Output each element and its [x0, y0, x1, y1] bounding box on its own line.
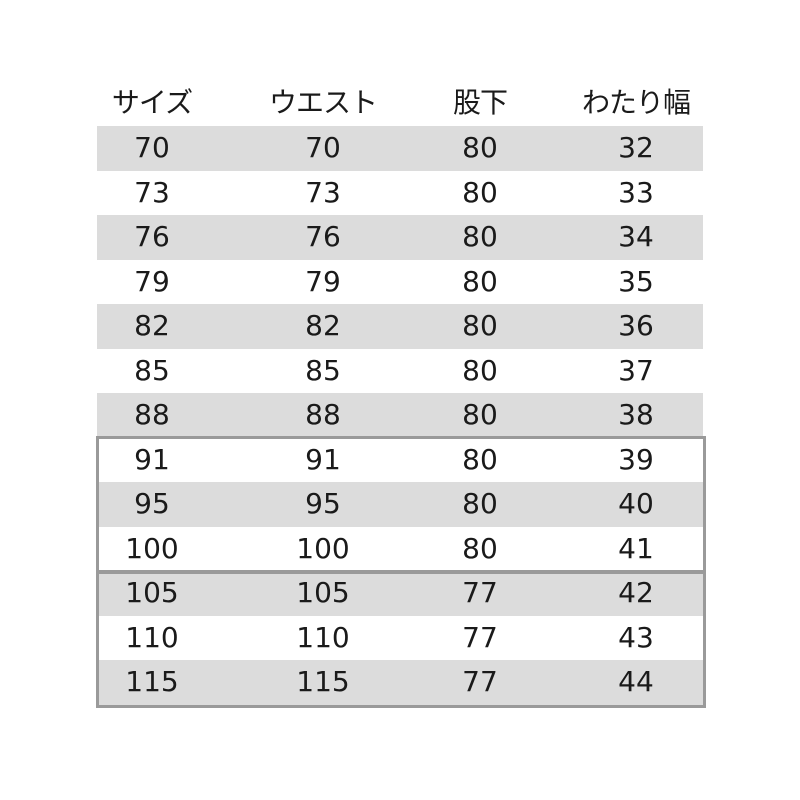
table-row: 73 73 80 33 — [97, 171, 703, 216]
cell-waist: 105 — [296, 576, 350, 609]
cell-size: 79 — [134, 264, 170, 298]
cell-thigh-width: 38 — [618, 398, 654, 431]
cell-thigh-width: 35 — [618, 264, 654, 298]
header-inseam: 股下 — [452, 86, 508, 119]
cell-waist: 73 — [305, 175, 341, 209]
cell-inseam: 80 — [462, 175, 498, 209]
table-row: 91 91 80 39 — [97, 438, 703, 483]
table-row: 85 85 80 37 — [97, 349, 703, 394]
cell-size: 100 — [125, 531, 179, 565]
cell-thigh-width: 34 — [618, 220, 654, 253]
cell-inseam: 77 — [462, 665, 498, 698]
cell-size: 73 — [134, 175, 170, 209]
table-row: 110 110 77 43 — [97, 616, 703, 661]
cell-inseam: 80 — [462, 309, 498, 342]
cell-waist: 85 — [305, 353, 341, 387]
cell-waist: 115 — [296, 665, 350, 698]
cell-thigh-width: 40 — [618, 487, 654, 520]
cell-size: 91 — [134, 442, 170, 476]
table-row: 100 100 80 41 — [97, 527, 703, 572]
cell-size: 110 — [125, 620, 179, 654]
cell-inseam: 80 — [462, 264, 498, 298]
cell-waist: 91 — [305, 442, 341, 476]
cell-thigh-width: 39 — [618, 442, 654, 476]
cell-thigh-width: 43 — [618, 620, 654, 654]
cell-size: 70 — [134, 131, 170, 164]
table-row: 76 76 80 34 — [97, 215, 703, 260]
cell-thigh-width: 44 — [618, 665, 654, 698]
cell-inseam: 80 — [462, 398, 498, 431]
table-row: 105 105 77 42 — [97, 571, 703, 616]
cell-thigh-width: 36 — [618, 309, 654, 342]
cell-waist: 79 — [305, 264, 341, 298]
cell-inseam: 80 — [462, 131, 498, 164]
cell-inseam: 80 — [462, 442, 498, 476]
cell-size: 105 — [125, 576, 179, 609]
cell-waist: 95 — [305, 487, 341, 520]
cell-inseam: 80 — [462, 487, 498, 520]
cell-thigh-width: 42 — [618, 576, 654, 609]
cell-size: 76 — [134, 220, 170, 253]
cell-size: 88 — [134, 398, 170, 431]
cell-thigh-width: 41 — [618, 531, 654, 565]
table-row: 88 88 80 38 — [97, 393, 703, 438]
cell-inseam: 77 — [462, 576, 498, 609]
header-thigh-width: わたり幅 — [581, 86, 691, 119]
table-row: 82 82 80 36 — [97, 304, 703, 349]
cell-size: 82 — [134, 309, 170, 342]
table-row: 79 79 80 35 — [97, 260, 703, 305]
cell-waist: 70 — [305, 131, 341, 164]
header-waist: ウエスト — [268, 86, 378, 119]
cell-inseam: 80 — [462, 220, 498, 253]
table-header: サイズ ウエスト 股下 わたり幅 — [97, 82, 703, 124]
cell-waist: 82 — [305, 309, 341, 342]
cell-waist: 100 — [296, 531, 350, 565]
cell-size: 95 — [134, 487, 170, 520]
size-table-body: 70 70 80 32 73 73 80 33 76 76 80 34 79 79 80 35 82 82 80 36… — [97, 126, 703, 705]
cell-waist: 76 — [305, 220, 341, 253]
cell-inseam: 80 — [462, 353, 498, 387]
cell-thigh-width: 32 — [618, 131, 654, 164]
cell-inseam: 80 — [462, 531, 498, 565]
table-row: 95 95 80 40 — [97, 482, 703, 527]
table-row: 115 115 77 44 — [97, 660, 703, 705]
cell-waist: 88 — [305, 398, 341, 431]
cell-size: 115 — [125, 665, 179, 698]
cell-thigh-width: 33 — [618, 175, 654, 209]
cell-waist: 110 — [296, 620, 350, 654]
header-size: サイズ — [111, 86, 193, 119]
cell-thigh-width: 37 — [618, 353, 654, 387]
table-row: 70 70 80 32 — [97, 126, 703, 171]
cell-size: 85 — [134, 353, 170, 387]
cell-inseam: 77 — [462, 620, 498, 654]
